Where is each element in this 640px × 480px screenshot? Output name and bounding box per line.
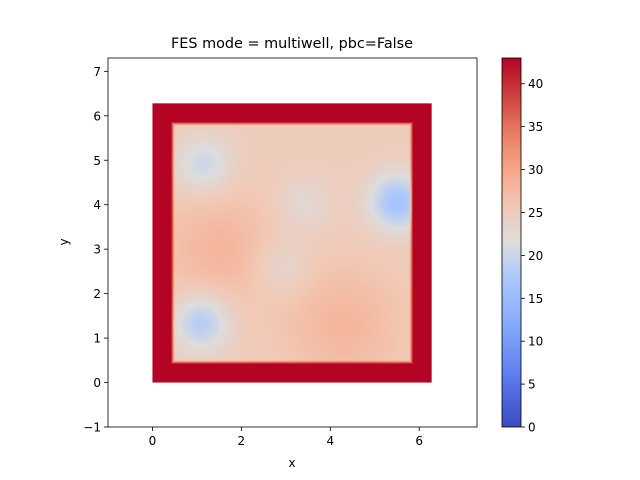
colorbar-ticks: 0 5 10 15 20 25 30 35 40	[521, 77, 543, 435]
y-tick-label: 2	[93, 287, 101, 301]
x-axis-ticks: 0 2 4 6	[149, 427, 423, 448]
y-tick-label: 0	[93, 376, 101, 390]
heatmap	[152, 103, 432, 383]
y-axis-label: y	[57, 238, 71, 245]
colorbar-frame	[501, 57, 522, 428]
y-tick-label: 4	[93, 198, 101, 212]
y-tick-label: 5	[93, 154, 101, 168]
colorbar-tick-label: 10	[528, 335, 543, 349]
y-tick-label: −1	[83, 421, 101, 435]
colorbar-tick-label: 40	[528, 77, 543, 91]
x-tick-label: 4	[326, 434, 334, 448]
colorbar-tick-label: 30	[528, 163, 543, 177]
y-tick-label: 1	[93, 332, 101, 346]
chart-title: FES mode = multiwell, pbc=False	[171, 36, 413, 52]
colorbar-tick-label: 25	[528, 206, 543, 220]
colorbar-tick-label: 20	[528, 249, 543, 263]
colorbar-tick-label: 5	[528, 378, 536, 392]
y-axis-ticks: −1 0 1 2 3 4 5 6 7	[83, 65, 108, 435]
colorbar-tick-label: 0	[528, 421, 536, 435]
x-tick-label: 2	[238, 434, 246, 448]
colorbar-tick-label: 15	[528, 292, 543, 306]
plot-frame	[107, 57, 478, 428]
y-tick-label: 7	[93, 65, 101, 79]
colorbar-tick-label: 35	[528, 120, 543, 134]
colorbar	[502, 58, 521, 427]
x-tick-label: 6	[415, 434, 423, 448]
y-tick-label: 6	[93, 109, 101, 123]
x-axis-label: x	[288, 456, 295, 470]
x-tick-label: 0	[149, 434, 157, 448]
y-tick-label: 3	[93, 243, 101, 257]
